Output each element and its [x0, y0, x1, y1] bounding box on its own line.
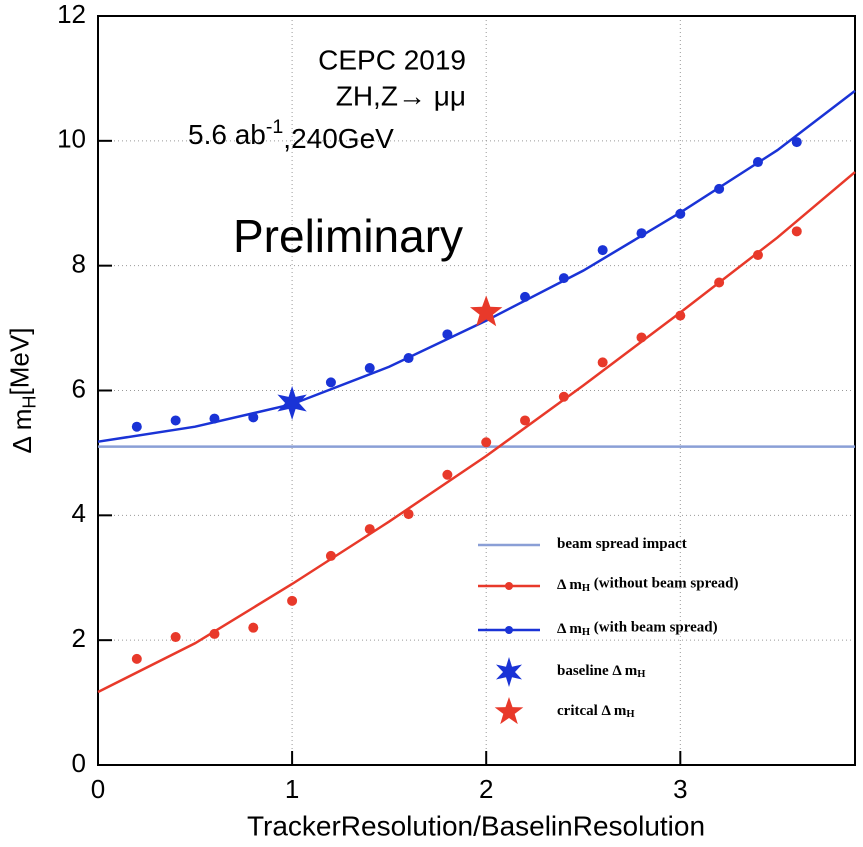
point [558, 391, 569, 402]
point [442, 469, 453, 480]
y-axis-label-part: H [19, 395, 39, 408]
legend-label: baseline Δ mH [557, 663, 645, 680]
point [636, 332, 647, 343]
point [558, 273, 569, 284]
plot-frame [97, 15, 856, 766]
legend-label: critcal Δ mH [557, 703, 635, 720]
fit-line [97, 89, 856, 443]
legend-label: Δ mH (without beam spread) [557, 576, 738, 594]
point [325, 550, 336, 561]
fit-line [97, 171, 856, 694]
point [325, 377, 336, 388]
y-tick-label: 6 [72, 373, 86, 403]
x-tick-label: 2 [479, 774, 493, 804]
legend-label-part: H [626, 710, 634, 721]
point [714, 183, 725, 194]
point [520, 291, 531, 302]
point [248, 622, 259, 633]
point [403, 353, 414, 364]
annotation: 5.6 ab-1,240GeV [188, 116, 394, 154]
point [209, 413, 220, 424]
point [364, 363, 375, 374]
legend-label-part: baseline Δ m [557, 663, 638, 679]
point [752, 250, 763, 261]
watermark: Preliminary [233, 210, 463, 262]
point [131, 421, 142, 432]
star-marker [277, 386, 307, 420]
x-tick-label: 0 [91, 774, 105, 804]
point [131, 653, 142, 664]
point [287, 595, 298, 606]
point [714, 277, 725, 288]
y-tick-label: 12 [57, 0, 86, 29]
legend-label-part: beam spread impact [557, 536, 687, 552]
legend-label: beam spread impact [557, 536, 687, 552]
point [636, 228, 647, 239]
annotation: CEPC 2019 [318, 44, 466, 75]
point [170, 415, 181, 426]
point [170, 632, 181, 643]
legend-swatch [494, 697, 524, 725]
point [752, 157, 763, 168]
y-tick-label: 10 [57, 124, 86, 154]
point [520, 415, 531, 426]
legend-label-part: Δ m [557, 621, 582, 637]
legend-label-part: H [637, 670, 645, 681]
legend-label-part: critcal Δ m [557, 703, 627, 719]
legend-swatch [505, 626, 513, 634]
y-axis-label-part: [MeV] [4, 328, 34, 396]
y-tick-label: 2 [72, 623, 86, 653]
point [209, 628, 220, 639]
y-axis-label: Δ mH[MeV] [4, 328, 39, 454]
legend-swatch [505, 582, 513, 590]
point [791, 137, 802, 148]
annotation-part: 5.6 ab [188, 119, 266, 150]
point [364, 524, 375, 535]
legend-swatch [496, 657, 522, 687]
legend-label-part: (with beam spread) [590, 620, 718, 636]
x-tick-label: 1 [285, 774, 299, 804]
y-tick-label: 0 [72, 748, 86, 778]
legend-label-part: Δ m [557, 577, 582, 593]
y-axis-label-part: Δ m [7, 409, 37, 454]
point [675, 310, 686, 321]
x-axis-label: TrackerResolution/BaselinResolution [247, 810, 705, 841]
point [481, 437, 492, 448]
annotation-part: ,240GeV [283, 123, 394, 154]
legend-label-part: H [582, 628, 590, 639]
point [675, 208, 686, 219]
x-tick-label: 3 [673, 774, 687, 804]
legend-label-part: (without beam spread) [590, 576, 738, 592]
point [597, 357, 608, 368]
annotation: ZH,Z→ μμ [336, 80, 466, 111]
legend-label-part: H [582, 584, 590, 595]
point [403, 509, 414, 520]
y-tick-label: 8 [72, 249, 86, 279]
star-marker [470, 295, 503, 327]
legend-label: Δ mH (with beam spread) [557, 620, 718, 638]
point [442, 329, 453, 340]
y-tick-label: 4 [72, 498, 86, 528]
point [248, 412, 259, 423]
annotation-part: -1 [266, 116, 283, 138]
point [597, 245, 608, 256]
point [791, 226, 802, 237]
